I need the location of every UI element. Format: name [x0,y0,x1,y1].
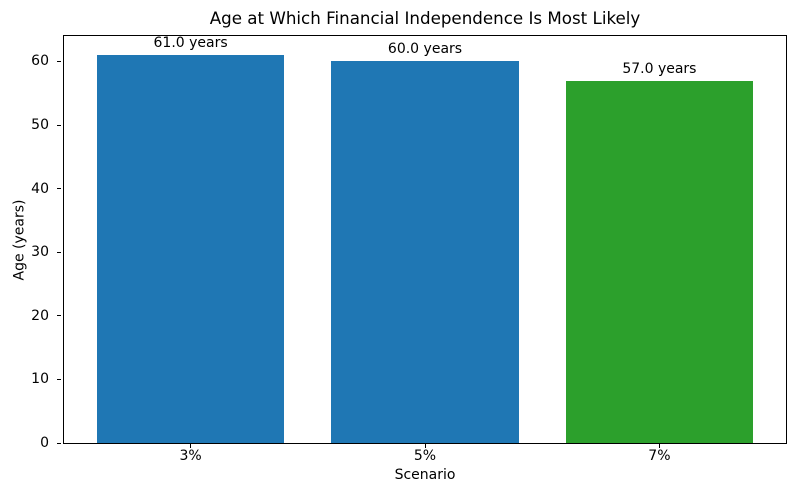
y-tick-mark [57,378,61,380]
y-tick-mark [57,251,61,253]
x-tick-mark [658,444,660,448]
y-tick-label: 10 [31,371,49,388]
x-tick-mark [190,444,192,448]
y-tick-label: 40 [31,180,49,197]
y-tick-label: 50 [31,117,49,134]
y-tick-mark [57,315,61,317]
x-tick-mark [424,444,426,448]
chart-title: Age at Which Financial Independence Is M… [209,8,641,28]
x-axis-label: Scenario [394,467,456,483]
y-tick-mark [57,442,61,444]
bar-value-label: 61.0 years [153,35,228,52]
x-tick-label: 5% [413,448,437,464]
y-tick-label: 30 [31,244,49,261]
y-axis-label: Age (years) [11,199,28,281]
bar-3% [96,55,285,443]
x-tick-label: 7% [648,448,671,464]
y-tick-mark [57,60,61,62]
y-tick-mark [57,124,61,126]
bar-value-label: 57.0 years [622,60,697,77]
bar-5% [331,61,519,443]
x-tick-label: 3% [179,448,202,464]
y-tick-label: 20 [31,307,49,324]
y-tick-label: 60 [31,53,49,70]
bar-7% [565,80,754,443]
y-tick-label: 0 [40,435,49,451]
bar-value-label: 60.0 years [387,41,463,58]
y-tick-mark [57,188,61,190]
